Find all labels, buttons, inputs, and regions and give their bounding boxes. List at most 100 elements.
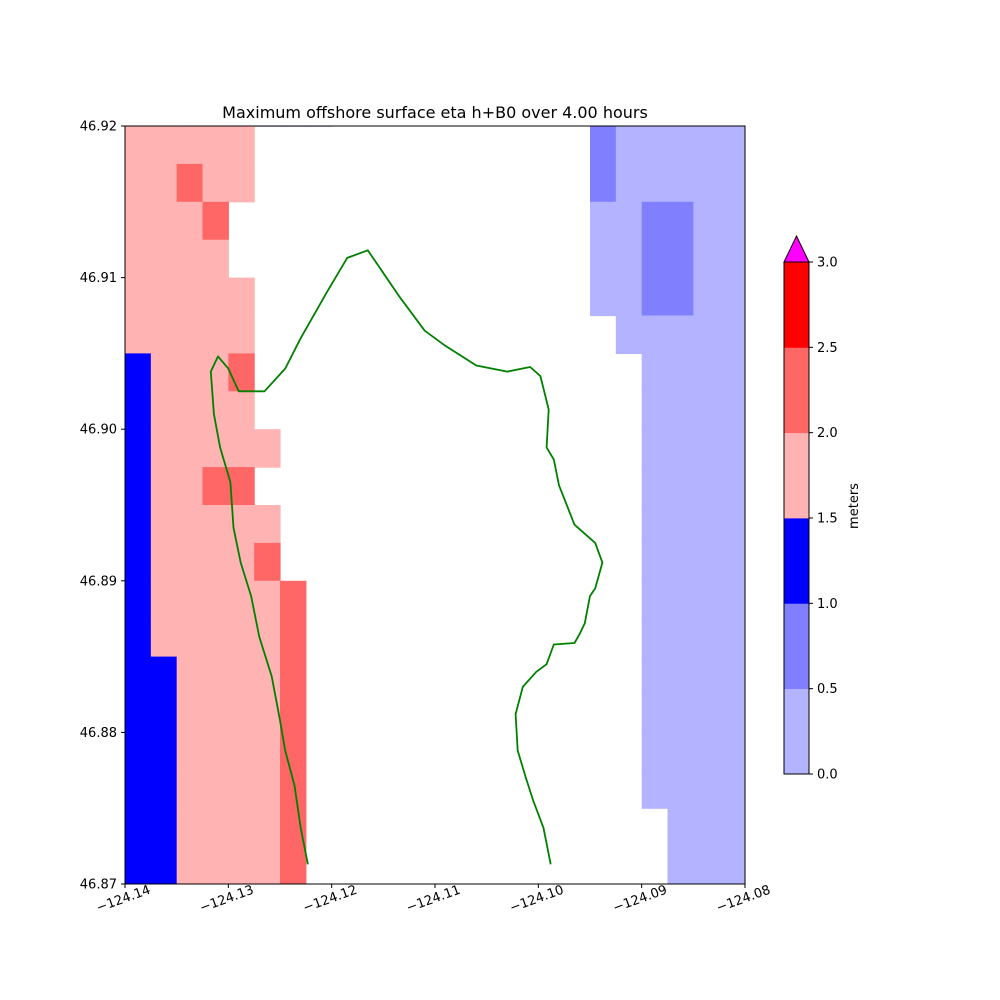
heatmap-cell bbox=[176, 505, 204, 544]
heatmap-cell bbox=[719, 846, 745, 884]
heatmap-cell bbox=[202, 277, 229, 317]
heatmap-cell bbox=[615, 239, 643, 279]
heatmap-cell bbox=[641, 505, 669, 544]
heatmap-cell bbox=[202, 201, 229, 241]
heatmap-cell bbox=[280, 694, 307, 733]
colorbar-segment bbox=[784, 688, 809, 775]
heatmap-cell bbox=[254, 808, 281, 847]
heatmap-cell bbox=[693, 429, 720, 468]
heatmap-cell bbox=[641, 467, 669, 506]
shoreline-north-segment bbox=[209, 249, 379, 393]
heatmap-cell bbox=[150, 580, 178, 620]
heatmap-cell bbox=[125, 201, 152, 241]
heatmap-cell bbox=[228, 277, 255, 317]
heatmap-cell bbox=[150, 846, 178, 884]
heatmap-cell bbox=[719, 770, 745, 809]
heatmap-cell bbox=[693, 770, 720, 809]
heatmap-cell bbox=[693, 846, 720, 884]
heatmap-cell bbox=[228, 580, 255, 620]
heatmap-cell bbox=[254, 429, 281, 468]
heatmap-cell bbox=[719, 315, 745, 354]
plot-area bbox=[124, 125, 746, 885]
heatmap-cell bbox=[176, 277, 204, 317]
heatmap-cell bbox=[150, 656, 178, 696]
heatmap-cell bbox=[202, 505, 229, 544]
heatmap-cell bbox=[280, 656, 307, 696]
heatmap-cell bbox=[150, 163, 178, 203]
heatmap-cell bbox=[228, 732, 255, 771]
heatmap-cell bbox=[150, 239, 178, 279]
heatmap-cell bbox=[693, 542, 720, 582]
heatmap-cell bbox=[693, 277, 720, 317]
heatmap-cell bbox=[202, 770, 229, 809]
heatmap-cell bbox=[693, 656, 720, 696]
heatmap-cell bbox=[641, 239, 669, 279]
y-tick-label: 46.92 bbox=[80, 120, 117, 135]
heatmap-cell bbox=[693, 315, 720, 354]
heatmap-cell bbox=[176, 770, 204, 809]
colorbar-segment bbox=[784, 432, 809, 519]
heatmap-cell bbox=[228, 618, 255, 658]
heatmap-cell bbox=[641, 770, 669, 809]
heatmap-cell bbox=[202, 694, 229, 733]
heatmap-cell bbox=[280, 808, 307, 847]
heatmap-cell bbox=[125, 656, 152, 696]
heatmap-cell bbox=[254, 770, 281, 809]
colorbar-tick-label: 0.5 bbox=[817, 682, 838, 697]
heatmap-cell bbox=[125, 542, 152, 582]
heatmap-cell bbox=[150, 201, 178, 241]
heatmap-cell bbox=[719, 126, 745, 165]
heatmap-cell bbox=[280, 846, 307, 884]
heatmap-cell bbox=[176, 656, 204, 696]
heatmap-cell bbox=[176, 315, 204, 354]
heatmap-cell bbox=[719, 542, 745, 582]
heatmap-cell bbox=[125, 467, 152, 506]
heatmap-cell bbox=[125, 429, 152, 468]
chart-title: Maximum offshore surface eta h+B0 over 4… bbox=[222, 103, 648, 122]
heatmap-cell bbox=[228, 126, 255, 165]
colorbar-segment bbox=[784, 347, 809, 434]
heatmap-cell bbox=[667, 163, 694, 203]
heatmap-cell bbox=[667, 505, 694, 544]
heatmap-cell bbox=[228, 391, 255, 430]
heatmap-cells bbox=[125, 126, 745, 884]
heatmap-cell bbox=[125, 277, 152, 317]
y-axis: 46.87 46.88 46.89 46.90 46.91 46.92 bbox=[80, 120, 125, 893]
heatmap-cell bbox=[228, 542, 255, 582]
heatmap-cell bbox=[693, 201, 720, 241]
heatmap-cell bbox=[693, 808, 720, 847]
heatmap-cell bbox=[176, 239, 204, 279]
heatmap-cell bbox=[719, 618, 745, 658]
heatmap-cell bbox=[150, 277, 178, 317]
heatmap-cell bbox=[228, 694, 255, 733]
heatmap-cell bbox=[693, 580, 720, 620]
heatmap-cell bbox=[667, 467, 694, 506]
heatmap-cell bbox=[693, 239, 720, 279]
heatmap-cell bbox=[125, 315, 152, 354]
heatmap-cell bbox=[667, 277, 694, 317]
heatmap-cell bbox=[150, 429, 178, 468]
heatmap-cell bbox=[176, 201, 204, 241]
shoreline-east-segment bbox=[377, 264, 604, 865]
heatmap-cell bbox=[693, 163, 720, 203]
heatmap-cell bbox=[280, 618, 307, 658]
heatmap-cell bbox=[150, 542, 178, 582]
colorbar-extend-arrow bbox=[783, 234, 810, 263]
heatmap-cell bbox=[667, 694, 694, 733]
heatmap-cell bbox=[693, 505, 720, 544]
heatmap-cell bbox=[590, 277, 617, 317]
heatmap-cell bbox=[228, 429, 255, 468]
heatmap-cell bbox=[719, 694, 745, 733]
colorbar-tick-label: 3.0 bbox=[817, 256, 838, 271]
heatmap-cell bbox=[228, 808, 255, 847]
heatmap-cell bbox=[125, 618, 152, 658]
heatmap-cell bbox=[125, 808, 152, 847]
heatmap-cell bbox=[693, 732, 720, 771]
y-tick-label: 46.90 bbox=[80, 423, 117, 438]
heatmap-cell bbox=[176, 467, 204, 506]
colorbar-tick-label: 2.0 bbox=[817, 426, 838, 441]
heatmap-cell bbox=[667, 542, 694, 582]
heatmap-cell bbox=[202, 656, 229, 696]
heatmap-cell bbox=[202, 315, 229, 354]
